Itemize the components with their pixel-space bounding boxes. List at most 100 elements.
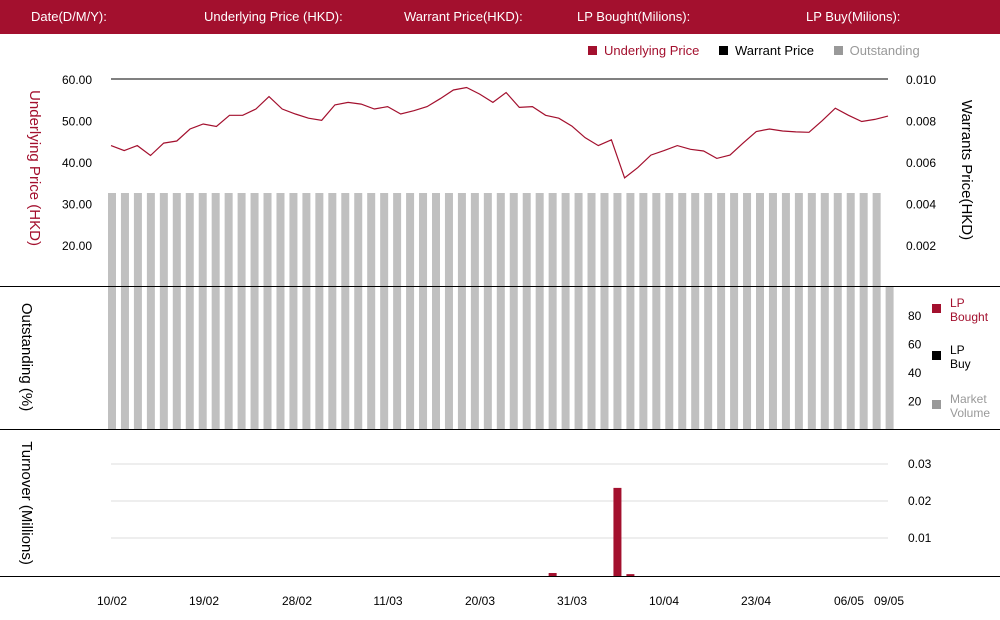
xtick-label: 11/03 (373, 594, 402, 608)
outstanding-bar (613, 287, 622, 429)
ytick-turnover-label: 0.01 (908, 531, 932, 545)
outstanding-bar-upper (393, 193, 402, 286)
outstanding-bar-upper (665, 193, 674, 286)
legend-swatch-icon (719, 46, 728, 55)
outstanding-bar-upper (794, 193, 803, 286)
outstanding-bar-upper (198, 193, 207, 286)
legend-lp-buy-line2: Buy (950, 357, 971, 371)
outstanding-bars-top (108, 193, 881, 286)
outstanding-bar-upper (548, 193, 557, 286)
outstanding-bar (444, 287, 453, 429)
outstanding-bar-upper (146, 193, 155, 286)
outstanding-bar-upper (704, 193, 713, 286)
outstanding-bar-upper (120, 193, 129, 286)
outstanding-bar-upper (846, 193, 855, 286)
lp-bought-bar (613, 487, 622, 576)
outstanding-bar (691, 287, 700, 429)
header-underlying-price-label: Underlying Price (HKD): (204, 9, 343, 24)
ytick-right-label: 0.006 (906, 156, 936, 170)
turnover-gridlines (111, 463, 888, 539)
outstanding-bar-upper (613, 193, 622, 286)
outstanding-bar (600, 287, 609, 429)
legend-swatch-icon (588, 46, 597, 55)
outstanding-bar (289, 287, 298, 429)
outstanding-bar (354, 287, 363, 429)
outstanding-bars-middle (108, 287, 894, 429)
outstanding-bar (756, 287, 764, 429)
legend-market-volume-line2: Volume (950, 406, 991, 420)
outstanding-bar-upper (833, 193, 842, 286)
xtick-label: 10/04 (649, 594, 679, 608)
xtick-label: 09/05 (874, 594, 904, 608)
chart-frame (0, 78, 1000, 577)
outstanding-bar-upper (756, 193, 764, 286)
outstanding-bar (717, 287, 726, 429)
outstanding-bar-upper (263, 193, 272, 286)
outstanding-bar (108, 287, 116, 429)
outstanding-bar (328, 287, 337, 429)
outstanding-bar-upper (380, 193, 389, 286)
outstanding-bar (574, 287, 583, 429)
outstanding-bar-upper (691, 193, 700, 286)
outstanding-bar (665, 287, 674, 429)
outstanding-bar-upper (302, 193, 311, 286)
outstanding-bar-upper (444, 193, 453, 286)
outstanding-bar-upper (652, 193, 661, 286)
outstanding-bar (263, 287, 272, 429)
legend-outstanding[interactable]: Outstanding (833, 43, 920, 58)
ytick-left-label: 50.00 (62, 115, 92, 129)
outstanding-bar (457, 287, 466, 429)
outstanding-bar (535, 287, 544, 429)
outstanding-bar (522, 287, 531, 429)
outstanding-bar (730, 287, 739, 429)
outstanding-bar (315, 287, 324, 429)
outstanding-bar-upper (289, 193, 298, 286)
outstanding-bar (185, 287, 194, 429)
outstanding-bar (419, 287, 428, 429)
header-lp-bought-label: LP Bought(Milions): (577, 9, 691, 24)
outstanding-bar-upper (172, 193, 181, 286)
outstanding-bar-upper (781, 193, 790, 286)
ytick-right-label: 0.008 (906, 115, 936, 129)
legend-swatch-icon (833, 46, 843, 55)
outstanding-bar (846, 287, 855, 429)
outstanding-bar (198, 287, 207, 429)
legend-lp-bought-line1: LP (950, 296, 965, 310)
outstanding-bar-upper (509, 193, 518, 286)
outstanding-bar (548, 287, 557, 429)
ytick-right-label: 0.004 (906, 198, 936, 212)
xtick-label: 19/02 (189, 594, 219, 608)
outstanding-bar-upper (341, 193, 350, 286)
outstanding-bar (509, 287, 518, 429)
outstanding-bar-upper (574, 193, 583, 286)
outstanding-bar (276, 287, 285, 429)
outstanding-bar (781, 287, 790, 429)
header-lp-buy-label: LP Buy(Milions): (806, 9, 901, 24)
outstanding-bar (859, 287, 868, 429)
outstanding-bar-upper (600, 193, 609, 286)
xtick-label: 31/03 (557, 594, 587, 608)
legend-warrant-price[interactable]: Warrant Price (719, 43, 814, 58)
ytick-turnover-label: 0.03 (908, 457, 932, 471)
ytick-right-label: 0.010 (906, 73, 936, 87)
ytick-left-label: 60.00 (62, 73, 92, 87)
lp-bought-bars (548, 487, 635, 576)
outstanding-bar (496, 287, 505, 429)
ytick-outstanding-label: 40 (908, 366, 922, 380)
legend-underlying-price[interactable]: Underlying Price (588, 43, 699, 58)
outstanding-bar-upper (315, 193, 324, 286)
outstanding-bar (626, 287, 635, 429)
outstanding-bar-upper (354, 193, 363, 286)
outstanding-bar (885, 287, 894, 429)
xtick-label: 23/04 (741, 594, 771, 608)
ytick-left-label: 40.00 (62, 156, 92, 170)
outstanding-bar (833, 287, 842, 429)
outstanding-bar-upper (419, 193, 428, 286)
outstanding-bar-upper (457, 193, 466, 286)
outstanding-bar (406, 287, 415, 429)
outstanding-bar-upper (872, 193, 881, 286)
outstanding-bar-upper (406, 193, 415, 286)
outstanding-bar (794, 287, 803, 429)
outstanding-bar (483, 287, 492, 429)
xtick-label: 10/02 (97, 594, 127, 608)
